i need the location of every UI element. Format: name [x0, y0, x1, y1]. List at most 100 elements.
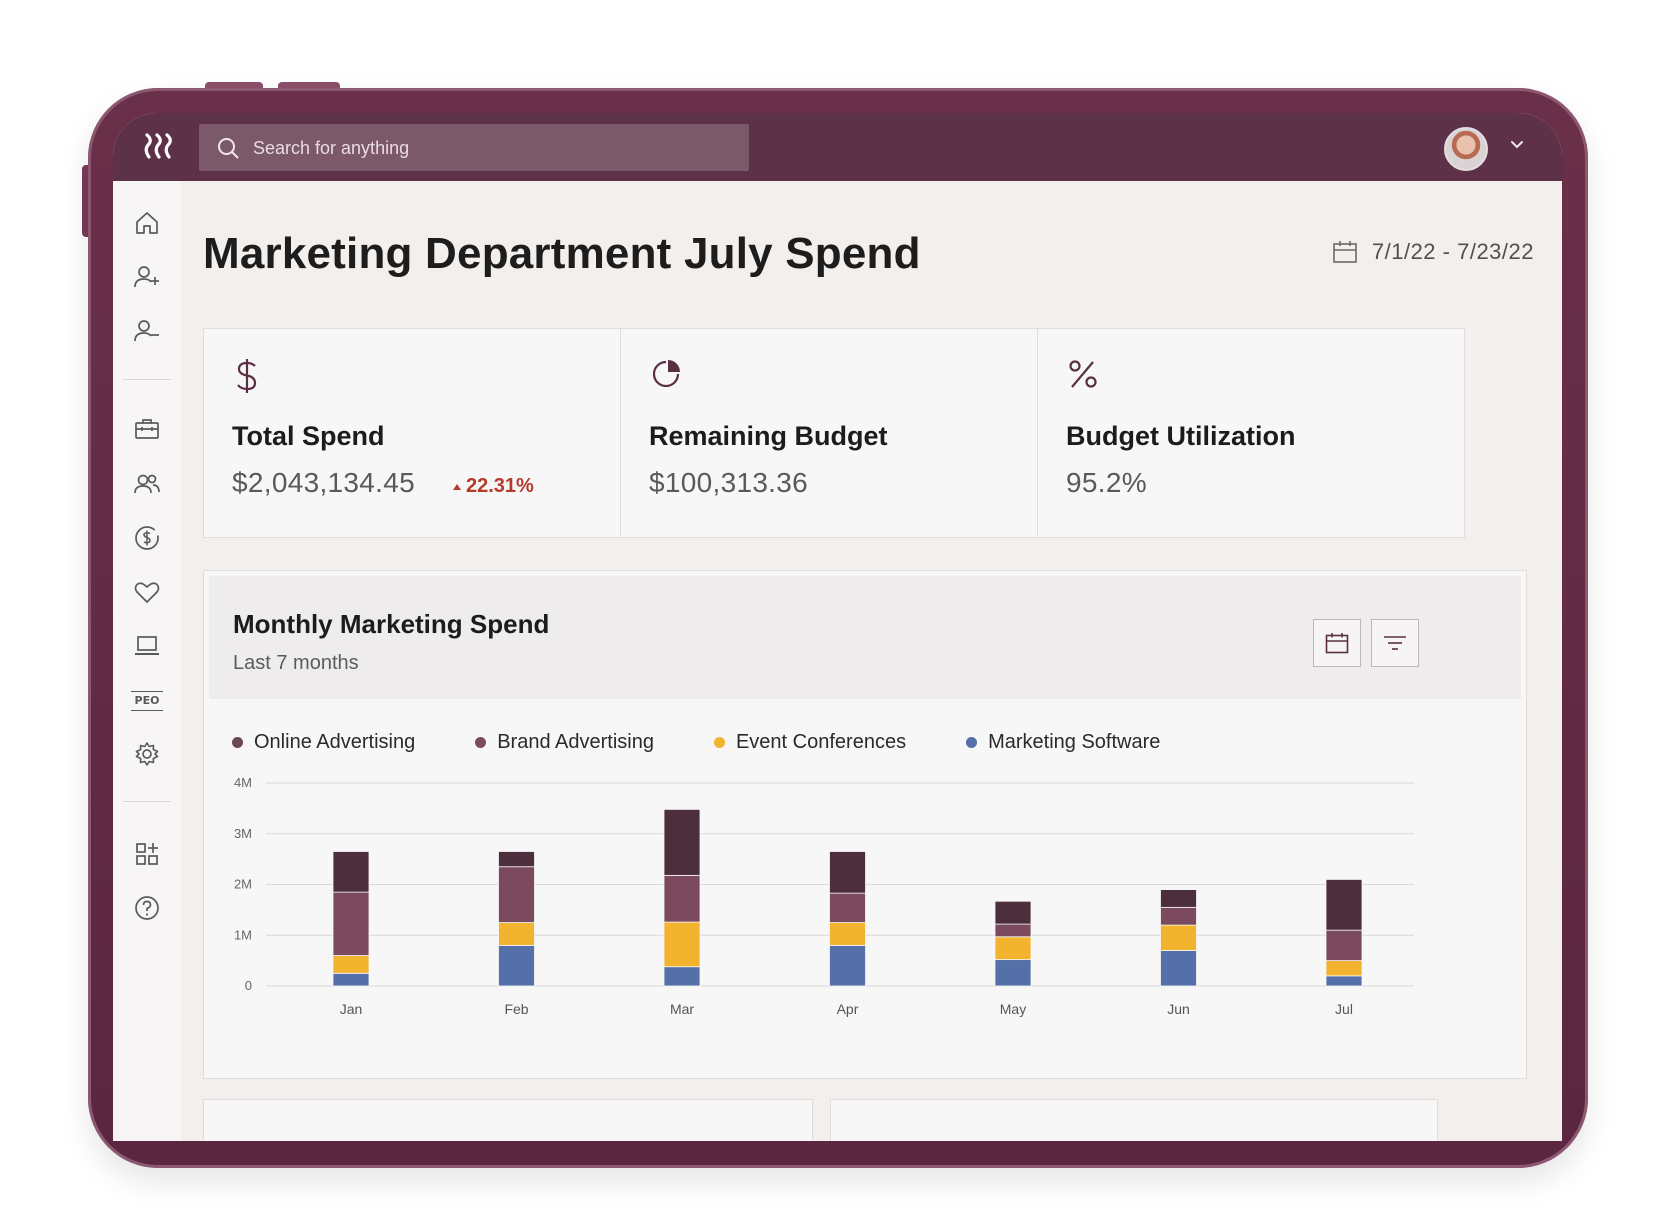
remaining-budget-card: Remaining Budget $100,313.36 [620, 328, 1046, 538]
bar-segment[interactable] [498, 944, 535, 987]
arrow-up-icon [453, 483, 461, 490]
bar-segment[interactable] [498, 866, 535, 923]
bar-segment[interactable] [498, 851, 535, 868]
help-icon[interactable] [133, 894, 161, 922]
chart-legend: Online Advertising Brand Advertising Eve… [232, 731, 1220, 754]
legend-item[interactable]: Online Advertising [232, 731, 415, 754]
chart-title: Monthly Marketing Spend [233, 609, 550, 639]
bar-segment[interactable] [498, 922, 535, 946]
y-tick-label: 2M [234, 877, 252, 892]
legend-label: Marketing Software [988, 731, 1161, 753]
y-tick-label: 1M [234, 927, 252, 942]
stacked-bar-chart: 0 1M 2M 3M 4M Jan Feb Mar Apr May Jun Jul [234, 775, 1414, 1017]
card-value: 95.2% [1066, 467, 1147, 498]
legend-item[interactable]: Event Conferences [713, 731, 907, 754]
bottom-left-card [203, 1099, 813, 1141]
app-screen: PEO Marketing Department July Spend [113, 113, 1562, 1141]
x-tick-label: Jan [340, 1001, 363, 1017]
devices-laptop-icon[interactable] [133, 632, 161, 660]
bar-segment[interactable] [332, 972, 370, 987]
legend-item[interactable]: Marketing Software [966, 731, 1160, 754]
add-person-icon[interactable] [133, 263, 161, 291]
benefits-heart-icon[interactable] [133, 578, 161, 606]
sidebar-divider [123, 801, 171, 802]
x-tick-label: May [1000, 1001, 1026, 1017]
bar-segment[interactable] [1325, 960, 1363, 977]
bar-segment[interactable] [663, 921, 701, 968]
bar-segment[interactable] [1160, 950, 1197, 987]
team-icon[interactable] [133, 470, 161, 498]
rippling-logo-icon[interactable] [143, 131, 177, 161]
card-value: $2,043,134.45 [232, 467, 415, 498]
dollar-icon [237, 359, 257, 393]
bar-segment[interactable] [1160, 889, 1197, 908]
chart-subtitle: Last 7 months [233, 652, 359, 674]
legend-label: Event Conferences [735, 731, 907, 753]
monthly-spend-chart-card: Monthly Marketing Spend Last 7 months [203, 570, 1527, 1079]
search-icon [218, 138, 239, 159]
x-tick-label: Jul [1335, 1001, 1353, 1017]
bar-segment[interactable] [994, 936, 1032, 961]
bar-segment[interactable] [332, 851, 370, 893]
delta-badge: 22.31% [452, 475, 534, 498]
legend-dot [232, 737, 243, 748]
briefcase-icon[interactable] [133, 415, 161, 443]
bar-segment[interactable] [994, 900, 1032, 925]
bar-segment[interactable] [829, 851, 866, 894]
bar-segment[interactable] [1325, 879, 1363, 931]
bottom-right-card [830, 1099, 1438, 1141]
date-range-picker[interactable]: 7/1/22 - 7/23/22 [1332, 239, 1534, 265]
budget-utilization-card: Budget Utilization 95.2% [1037, 328, 1465, 538]
bar-segment[interactable] [829, 892, 866, 923]
settings-gear-icon[interactable] [133, 740, 161, 768]
x-tick-label: Mar [670, 1001, 694, 1017]
bar-segment[interactable] [1160, 906, 1197, 926]
date-range-text: 7/1/22 - 7/23/22 [1371, 239, 1534, 264]
device-button-volume-up [205, 82, 263, 90]
search-input[interactable] [251, 124, 735, 173]
bar-segment[interactable] [663, 966, 701, 987]
bar-segment[interactable] [1325, 929, 1363, 962]
peo-icon[interactable]: PEO [131, 691, 163, 711]
chart-filter-button[interactable] [1371, 619, 1419, 667]
home-icon[interactable] [133, 209, 161, 237]
y-tick-label: 4M [234, 775, 252, 790]
sidebar-divider [123, 379, 171, 380]
bar-segment[interactable] [663, 874, 701, 923]
remove-person-icon[interactable] [133, 317, 161, 345]
x-tick-label: Feb [504, 1001, 528, 1017]
bar-segment[interactable] [332, 955, 370, 974]
bar-segment[interactable] [829, 944, 866, 987]
card-label: Budget Utilization [1066, 421, 1296, 451]
search-bar[interactable] [199, 124, 749, 173]
apps-add-icon[interactable] [133, 840, 161, 868]
bar-segment[interactable] [994, 959, 1032, 987]
legend-dot [966, 737, 978, 748]
page-title: Marketing Department July Spend [203, 229, 921, 278]
legend-dot [475, 737, 487, 748]
legend-item[interactable]: Brand Advertising [475, 731, 654, 754]
chart-header: Monthly Marketing Spend Last 7 months [209, 576, 1521, 699]
legend-dot [713, 737, 725, 748]
top-bar [113, 113, 1562, 181]
payroll-icon[interactable] [133, 524, 161, 552]
bar-segment[interactable] [1160, 924, 1197, 951]
bar-segment[interactable] [994, 923, 1032, 938]
calendar-icon [1333, 241, 1357, 263]
chart-date-button[interactable] [1313, 619, 1361, 667]
percent-icon [1069, 360, 1097, 388]
legend-label: Online Advertising [254, 731, 416, 753]
y-tick-label: 0 [245, 978, 252, 993]
budget-chart-icon [652, 360, 680, 388]
bar-segment[interactable] [332, 891, 370, 956]
bar-segment[interactable] [1325, 975, 1363, 987]
card-label: Total Spend [232, 421, 385, 451]
bar-segment[interactable] [829, 922, 866, 946]
total-spend-card: Total Spend $2,043,134.45 22.31% [203, 328, 629, 538]
delta-value: 22.31% [466, 475, 534, 497]
bar-segment[interactable] [663, 808, 701, 876]
device-button-volume-down [278, 82, 340, 90]
user-avatar[interactable] [1444, 127, 1488, 171]
x-tick-label: Jun [1167, 1001, 1190, 1017]
chevron-down-icon[interactable] [1510, 140, 1524, 150]
